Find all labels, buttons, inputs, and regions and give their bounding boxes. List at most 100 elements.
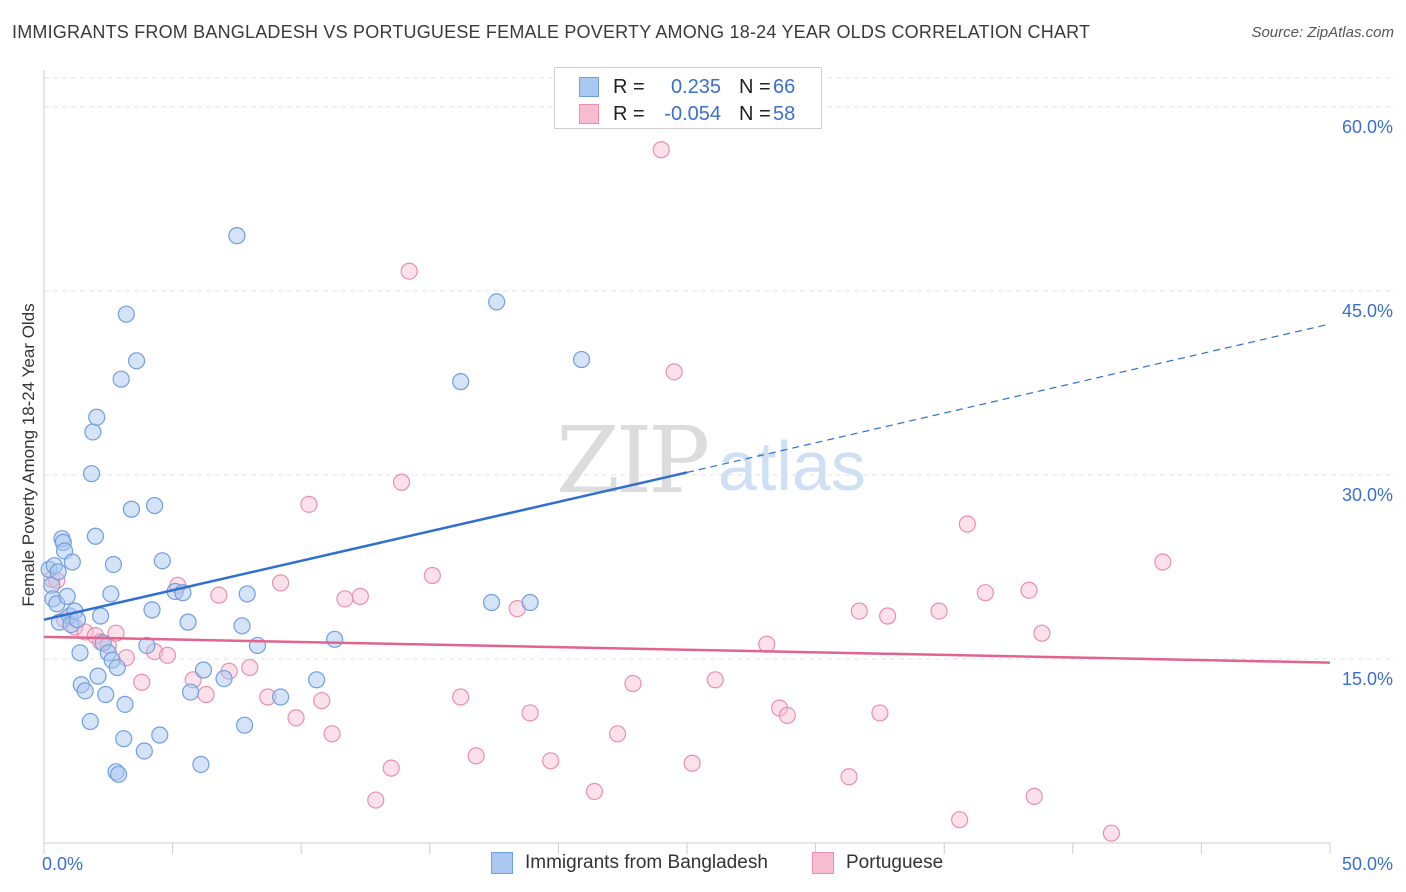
data-point-portuguese (976, 584, 994, 602)
data-point-bangladesh (138, 636, 156, 655)
y-axis-label: Female Poverty Among 18-24 Year Olds (19, 303, 38, 606)
legend-n-label: N = (739, 102, 771, 125)
y-tick-label: 60.0% (1342, 117, 1393, 137)
data-point-bangladesh (135, 742, 153, 760)
bangladesh-points (40, 227, 591, 783)
data-point-portuguese (313, 692, 331, 710)
data-point-portuguese (879, 607, 897, 625)
data-point-bangladesh (86, 527, 105, 545)
legend-r-label: R = (613, 102, 645, 125)
data-point-portuguese (241, 658, 259, 677)
data-point-portuguese (1033, 624, 1051, 642)
data-point-bangladesh (228, 227, 246, 245)
data-point-portuguese (392, 473, 411, 491)
data-point-portuguese (1020, 581, 1038, 599)
data-point-portuguese (287, 709, 305, 727)
data-point-portuguese (758, 635, 776, 653)
watermark: ZIP atlas (556, 407, 866, 514)
data-point-portuguese (351, 587, 369, 605)
data-point-bangladesh (194, 661, 213, 679)
data-point-bangladesh (236, 716, 254, 734)
legend-n-value: 58 (773, 102, 796, 125)
data-point-portuguese (958, 515, 976, 533)
data-point-portuguese (608, 725, 627, 743)
legend-r-value: -0.054 (664, 102, 721, 125)
data-point-portuguese (840, 768, 858, 786)
series-label-portuguese: Portuguese (846, 852, 944, 873)
data-point-bangladesh (82, 465, 101, 483)
gridlines (44, 77, 1395, 660)
data-point-portuguese (706, 671, 724, 689)
data-point-portuguese (76, 623, 94, 641)
data-point-portuguese (323, 725, 341, 743)
data-point-bangladesh (108, 658, 126, 677)
data-point-portuguese (542, 752, 560, 770)
data-point-portuguese (665, 363, 683, 381)
data-point-bangladesh (104, 555, 123, 574)
series-label-bangladesh: Immigrants from Bangladesh (525, 852, 768, 873)
data-point-portuguese (400, 262, 418, 280)
axes (43, 70, 1331, 854)
data-point-portuguese (683, 754, 701, 772)
data-point-bangladesh (521, 593, 539, 612)
data-point-bangladesh (89, 667, 107, 685)
data-point-portuguese (452, 688, 470, 706)
data-point-bangladesh (482, 593, 501, 612)
data-point-bangladesh (115, 730, 133, 748)
watermark-atlas: atlas (718, 427, 866, 505)
data-point-portuguese (778, 706, 796, 724)
data-point-portuguese (652, 141, 670, 159)
series-legend: Immigrants from Bangladesh Portuguese (0, 852, 1406, 878)
data-point-bangladesh (488, 293, 506, 311)
data-point-portuguese (930, 602, 948, 620)
data-point-bangladesh (116, 695, 134, 713)
data-point-bangladesh (452, 373, 470, 391)
data-point-bangladesh (88, 408, 106, 426)
data-point-portuguese (210, 586, 228, 604)
data-point-bangladesh (153, 552, 171, 570)
trend-line-portuguese (43, 635, 1331, 664)
data-point-portuguese (1154, 553, 1172, 571)
data-point-portuguese (624, 674, 642, 693)
data-point-portuguese (951, 811, 969, 829)
data-point-bangladesh (151, 726, 169, 744)
x-tick-label: 0.0% (42, 854, 83, 874)
data-point-bangladesh (102, 585, 120, 603)
legend-n-value: 66 (773, 75, 796, 98)
data-point-bangladesh (179, 613, 197, 631)
data-point-portuguese (272, 574, 290, 592)
data-point-bangladesh (81, 712, 99, 731)
data-point-bangladesh (91, 607, 110, 625)
data-point-portuguese (871, 704, 889, 722)
series-swatch-pink (812, 852, 834, 874)
data-point-portuguese (1102, 824, 1120, 842)
trend-line-bangladesh-extension (686, 323, 1331, 474)
data-point-bangladesh (112, 370, 130, 388)
series-swatch-blue (491, 852, 513, 874)
tick-labels: 15.0% 30.0% 45.0% 60.0% 0.0% 50.0% (42, 117, 1393, 874)
legend-row-portuguese: R = -0.054 N = 58 (579, 101, 795, 127)
data-point-bangladesh (145, 496, 164, 515)
data-point-bangladesh (308, 671, 326, 689)
series-legend-bangladesh: Immigrants from Bangladesh (491, 852, 768, 874)
data-point-portuguese (467, 747, 485, 765)
legend-row-bangladesh: R = 0.235 N = 66 (579, 74, 795, 100)
data-point-bangladesh (58, 587, 76, 605)
data-point-portuguese (367, 791, 385, 809)
source-label: Source: ZipAtlas.com (1251, 24, 1394, 41)
legend-n-label: N = (739, 75, 771, 98)
data-point-bangladesh (127, 352, 146, 370)
legend-swatch-blue (579, 77, 599, 97)
data-point-portuguese (850, 602, 868, 620)
data-point-bangladesh (71, 644, 89, 662)
data-point-bangladesh (192, 755, 210, 774)
data-point-bangladesh (238, 585, 256, 603)
data-point-bangladesh (117, 305, 135, 323)
data-point-portuguese (1025, 787, 1043, 805)
legend-r-label: R = (613, 75, 645, 98)
data-point-portuguese (336, 590, 354, 608)
data-point-bangladesh (215, 669, 233, 688)
data-point-bangladesh (143, 601, 161, 619)
y-tick-label: 45.0% (1342, 301, 1393, 321)
